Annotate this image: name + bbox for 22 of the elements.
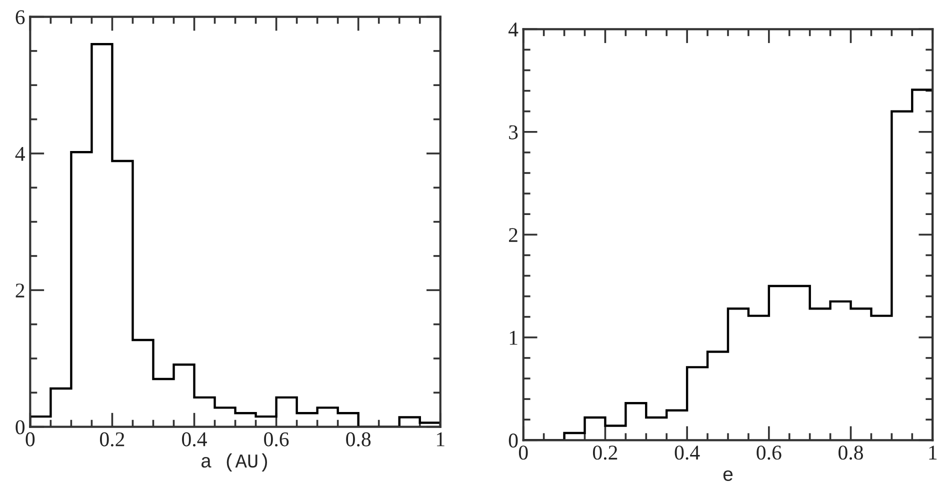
y-tick-label: 4	[508, 22, 518, 36]
x-tick-label: 1	[929, 446, 937, 460]
y-tick-label: 4	[15, 146, 25, 161]
x-tick-label: 0	[26, 432, 35, 446]
y-tick-label: 0	[16, 420, 25, 434]
x-tick-label: 0	[518, 446, 528, 460]
x-tick-label: 0.2	[100, 432, 124, 446]
x-axis-title: a (AU)	[201, 453, 268, 472]
x-tick-label: 0.2	[592, 446, 618, 460]
x-tick-label: 0.4	[182, 432, 207, 446]
x-tick-label: 0.6	[756, 446, 782, 460]
x-tick-label: 0.8	[838, 446, 863, 460]
y-tick-label: 2	[509, 228, 518, 242]
y-tick-label: 6	[16, 10, 25, 24]
x-tick-label: 1	[437, 432, 444, 446]
x-tick-label: 0.8	[346, 432, 371, 446]
y-tick-label: 1	[510, 330, 518, 345]
x-tick-label: 0.6	[264, 432, 289, 446]
y-tick-label: 3	[509, 125, 518, 140]
y-tick-label: 2	[16, 284, 24, 298]
x-tick-label: 0.4	[674, 446, 700, 460]
x-axis-title: e	[723, 470, 733, 481]
